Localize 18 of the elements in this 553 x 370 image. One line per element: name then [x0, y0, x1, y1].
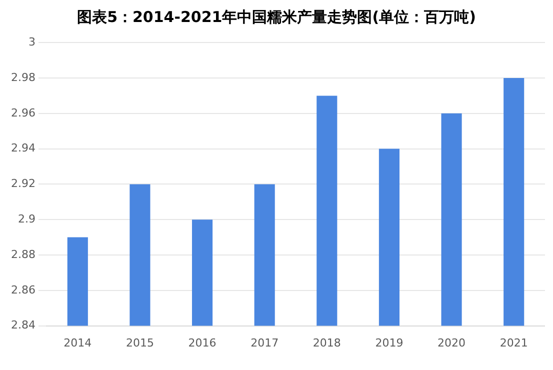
x-tick-label: 2016 — [188, 336, 216, 350]
x-tick-label: 2019 — [375, 336, 404, 350]
chart-title: 图表5：2014-2021年中国糯米产量走势图(单位：百万吨) — [76, 8, 477, 27]
y-tick-label: 2.84 — [10, 318, 36, 332]
x-tick-label: 2020 — [438, 336, 466, 350]
y-tick-label: 3 — [28, 35, 36, 48]
y-tick-label: 2.9 — [18, 212, 36, 226]
y-tick-label: 2.94 — [10, 142, 36, 155]
x-tick-label: 2017 — [250, 336, 279, 350]
x-tick-label: 2018 — [312, 336, 341, 350]
y-tick-label: 2.98 — [10, 70, 36, 84]
y-tick-label: 2.96 — [10, 106, 36, 120]
x-tick-label: 2015 — [126, 336, 154, 350]
x-tick-label: 2021 — [500, 336, 528, 350]
y-tick-label: 2.88 — [10, 248, 36, 261]
x-tick-label: 2014 — [64, 336, 92, 350]
y-tick-label: 2.86 — [10, 283, 36, 296]
y-tick-label: 2.92 — [10, 177, 36, 190]
